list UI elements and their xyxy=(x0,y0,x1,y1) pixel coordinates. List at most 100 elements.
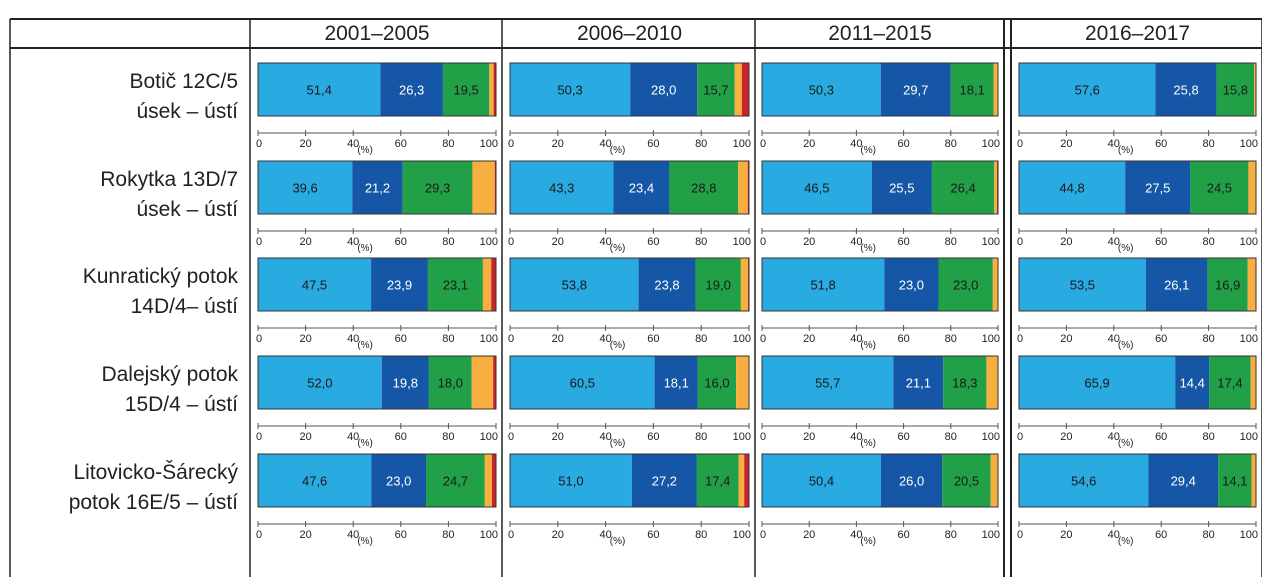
segment-value-label: 15,7 xyxy=(703,83,728,98)
bar-panel: 52,0 19,8 18,0 0 20 40 60 80 100 (%) xyxy=(256,355,498,449)
bar-panel: 54,6 29,4 14,1 0 20 40 60 80 100 (%) xyxy=(1017,453,1258,547)
x-tick-label: 100 xyxy=(982,431,1000,443)
bar-panel: 53,5 26,1 16,9 0 20 40 60 80 100 (%) xyxy=(1017,257,1258,351)
x-tick-label: 20 xyxy=(803,529,815,541)
segment-value-label: 57,6 xyxy=(1075,83,1100,98)
bar-segment xyxy=(1207,258,1248,311)
x-tick-label: 20 xyxy=(803,236,815,248)
x-tick-label: 40 xyxy=(347,138,359,150)
x-tick-label: 20 xyxy=(552,431,564,443)
segment-value-label: 23,0 xyxy=(899,278,924,293)
x-tick-label: 0 xyxy=(508,138,514,150)
x-tick-label: 60 xyxy=(897,333,909,345)
station-row: Litovicko-Šárecký potok 16E/5 – ústí 47,6 2… xyxy=(69,453,1258,547)
bar-segment xyxy=(493,63,496,116)
x-tick-label: 20 xyxy=(299,431,311,443)
bar-segment xyxy=(510,356,655,409)
station-row: Dalejský potok 15D/4 – ústí 52,0 19,8 18,0 0 2… xyxy=(101,355,1258,449)
x-unit-label: (%) xyxy=(860,243,876,254)
bar-segment xyxy=(1019,161,1126,214)
bar-segment xyxy=(510,454,632,507)
bar-segment xyxy=(938,258,993,311)
bar-panel: 39,6 21,2 29,3 0 20 40 60 80 100 (%) xyxy=(256,160,498,254)
x-tick-label: 40 xyxy=(1108,529,1120,541)
x-unit-label: (%) xyxy=(860,340,876,351)
x-unit-label: (%) xyxy=(357,536,373,547)
segment-value-label: 55,7 xyxy=(815,376,840,391)
bar-segment xyxy=(427,258,483,311)
x-tick-label: 0 xyxy=(256,333,262,345)
x-unit-label: (%) xyxy=(1118,243,1134,254)
x-tick-label: 20 xyxy=(803,333,815,345)
bar-frame xyxy=(1018,160,1257,215)
x-tick-label: 0 xyxy=(508,431,514,443)
bar-segment xyxy=(950,63,994,116)
bar-panel: 53,8 23,8 19,0 0 20 40 60 80 100 (%) xyxy=(508,257,751,351)
x-tick-label: 60 xyxy=(897,236,909,248)
bar-segment xyxy=(762,356,894,409)
segment-value-label: 20,5 xyxy=(954,474,979,489)
bar-segment xyxy=(426,454,485,507)
bar-segment xyxy=(1190,161,1249,214)
x-tick-label: 80 xyxy=(945,333,957,345)
bar-segment xyxy=(1251,454,1256,507)
x-tick-label: 40 xyxy=(599,236,611,248)
bar-segment xyxy=(630,63,698,116)
x-tick-label: 60 xyxy=(897,529,909,541)
x-tick-label: 0 xyxy=(256,236,262,248)
segment-value-label: 24,7 xyxy=(443,474,468,489)
station-label-line2: potok 16E/5 – ústí xyxy=(69,491,238,514)
x-tick-label: 0 xyxy=(760,529,766,541)
bar-frame xyxy=(1018,355,1257,410)
bar-frame xyxy=(1018,257,1257,312)
x-tick-label: 20 xyxy=(1060,333,1072,345)
x-tick-label: 80 xyxy=(695,333,707,345)
x-tick-label: 20 xyxy=(299,333,311,345)
x-tick-label: 40 xyxy=(850,333,862,345)
segment-value-label: 23,0 xyxy=(953,278,978,293)
segment-value-label: 53,8 xyxy=(562,278,587,293)
x-tick-label: 20 xyxy=(552,529,564,541)
bar-frame xyxy=(761,257,999,312)
x-tick-label: 80 xyxy=(442,236,454,248)
x-tick-label: 100 xyxy=(733,529,751,541)
segment-value-label: 21,2 xyxy=(365,181,390,196)
x-unit-label: (%) xyxy=(357,243,373,254)
x-tick-label: 80 xyxy=(1202,333,1214,345)
bar-segment xyxy=(762,258,885,311)
x-tick-label: 60 xyxy=(897,431,909,443)
x-tick-label: 40 xyxy=(599,529,611,541)
segment-value-label: 50,4 xyxy=(809,474,834,489)
x-unit-label: (%) xyxy=(860,145,876,156)
segment-value-label: 23,9 xyxy=(387,278,412,293)
bar-segment xyxy=(1209,356,1251,409)
bar-segment xyxy=(491,258,496,311)
x-tick-label: 0 xyxy=(760,138,766,150)
bar-segment xyxy=(471,356,494,409)
segment-value-label: 23,4 xyxy=(629,181,654,196)
bar-panel: 43,3 23,4 28,8 0 20 40 60 80 100 (%) xyxy=(508,160,751,254)
station-row: Kunratický potok 14D/4– ústí 47,5 23,9 23,1 0… xyxy=(83,257,1258,351)
bar-frame xyxy=(257,257,497,312)
station-label-line1: Dalejský potok xyxy=(101,363,238,386)
x-tick-label: 80 xyxy=(1202,236,1214,248)
bar-segment xyxy=(738,454,745,507)
segment-value-label: 51,0 xyxy=(558,474,583,489)
period-header: 2006–2010 xyxy=(577,22,682,45)
station-label-line2: úsek – ústí xyxy=(136,198,238,221)
bar-panel: 55,7 21,1 18,3 0 20 40 60 80 100 (%) xyxy=(760,355,1000,449)
x-tick-label: 40 xyxy=(1108,333,1120,345)
bar-segment xyxy=(371,454,427,507)
x-tick-label: 100 xyxy=(733,333,751,345)
segment-value-label: 15,8 xyxy=(1223,83,1248,98)
bar-segment xyxy=(762,454,881,507)
x-tick-label: 100 xyxy=(480,529,498,541)
segment-value-label: 29,3 xyxy=(425,181,450,196)
x-tick-label: 100 xyxy=(733,138,751,150)
segment-value-label: 19,0 xyxy=(706,278,731,293)
x-tick-label: 80 xyxy=(1202,529,1214,541)
x-tick-label: 40 xyxy=(347,236,359,248)
segment-value-label: 14,4 xyxy=(1180,376,1205,391)
x-unit-label: (%) xyxy=(860,536,876,547)
